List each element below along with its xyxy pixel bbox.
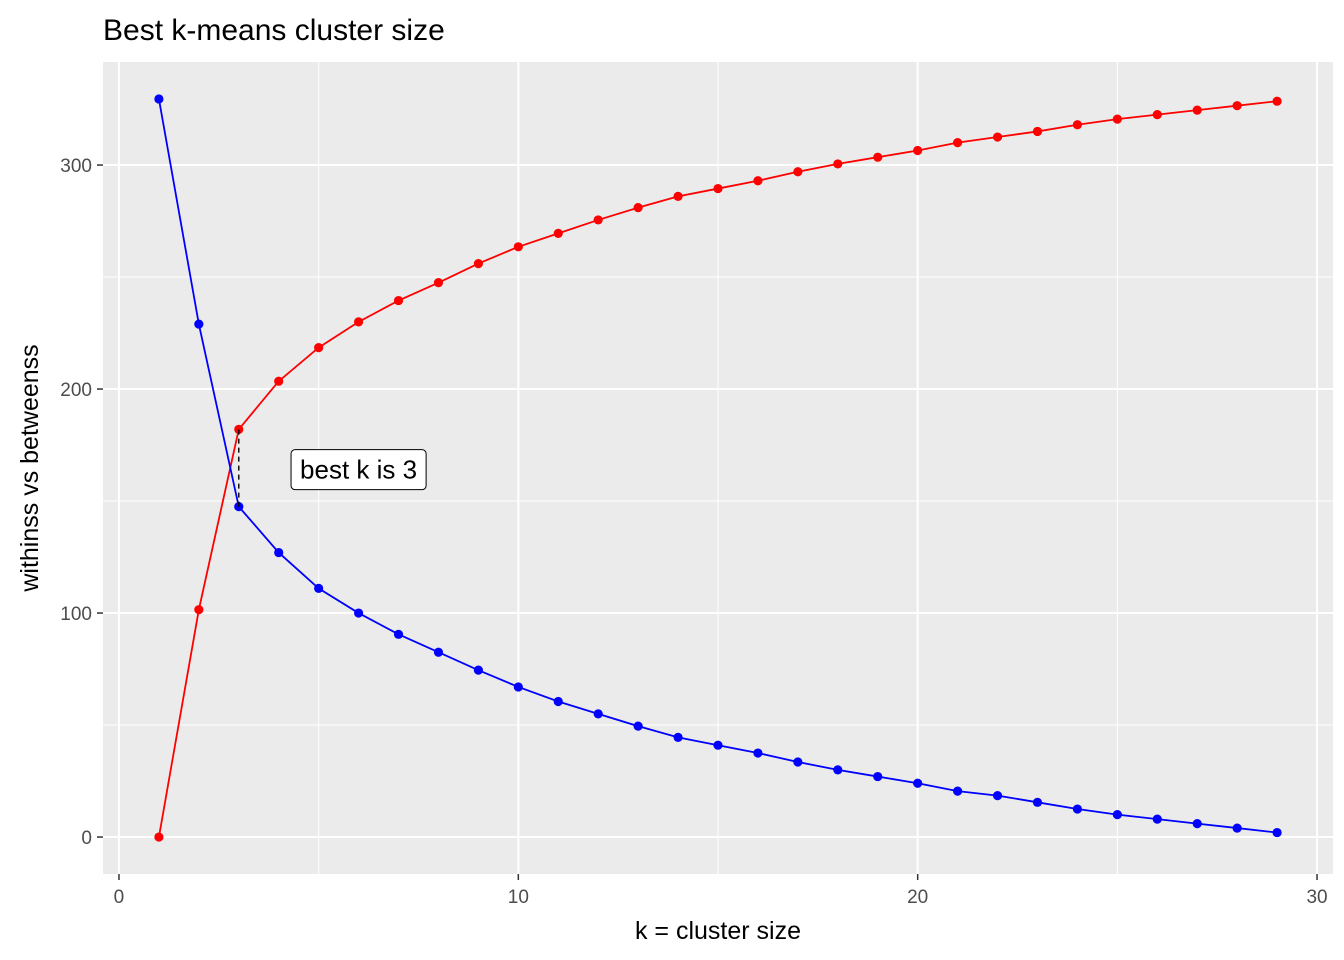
series-point-1 — [1112, 810, 1122, 820]
series-point-0 — [234, 424, 244, 434]
series-point-1 — [593, 709, 603, 719]
grid-major — [103, 62, 1333, 874]
series-point-1 — [1072, 804, 1083, 814]
series-point-1 — [673, 732, 683, 742]
series-point-0 — [873, 152, 883, 162]
series-point-1 — [913, 778, 923, 788]
x-tick-label: 10 — [508, 887, 529, 908]
series-point-0 — [1032, 126, 1043, 137]
x-axis-title: k = cluster size — [635, 917, 801, 945]
x-tick-label: 20 — [907, 887, 928, 908]
x-axis: 0 10 20 30 — [114, 874, 1328, 908]
series-point-1 — [353, 608, 364, 618]
y-tick-label: 200 — [60, 380, 92, 401]
series-point-0 — [953, 138, 963, 148]
series-point-0 — [713, 183, 723, 194]
series-point-1 — [713, 740, 723, 750]
series-point-1 — [1032, 797, 1043, 807]
series-point-0 — [633, 203, 643, 213]
series-point-1 — [833, 765, 843, 775]
y-tick-label: 100 — [60, 604, 92, 625]
series-point-1 — [433, 647, 444, 657]
series-point-0 — [353, 317, 364, 327]
series-point-1 — [194, 319, 204, 329]
series-point-1 — [793, 757, 803, 767]
series-point-1 — [473, 665, 483, 675]
series-point-0 — [513, 242, 523, 252]
series-point-1 — [753, 748, 763, 758]
series-point-1 — [553, 696, 563, 707]
series-point-1 — [274, 547, 284, 558]
series-group — [154, 94, 1282, 842]
annotation-label-box — [290, 449, 427, 491]
series-point-0 — [793, 167, 803, 177]
series-point-1 — [633, 721, 643, 731]
series-point-1 — [953, 786, 963, 796]
series-point-0 — [1232, 101, 1242, 111]
series-point-0 — [1272, 96, 1282, 106]
series-point-0 — [1072, 120, 1083, 130]
x-tick-label: 30 — [1306, 887, 1327, 908]
y-tick-label: 0 — [81, 828, 92, 849]
series-point-1 — [314, 583, 324, 594]
series-point-0 — [753, 176, 763, 186]
chart-title: Best k-means cluster size — [103, 14, 445, 47]
series-point-0 — [314, 343, 324, 353]
series-point-0 — [1192, 105, 1202, 115]
series-point-1 — [393, 629, 404, 639]
series-point-1 — [154, 94, 164, 104]
series-point-0 — [1152, 110, 1162, 120]
y-axis-title: withinss vs betweenss — [16, 344, 44, 592]
annotation: best k is 3 — [238, 429, 427, 507]
series-point-0 — [1112, 114, 1122, 124]
series-point-0 — [673, 191, 683, 201]
grid-minor — [103, 62, 1333, 874]
series-point-0 — [913, 145, 923, 156]
series-point-0 — [833, 159, 843, 169]
series-point-0 — [154, 832, 164, 842]
series-point-0 — [553, 228, 563, 238]
series-point-0 — [393, 295, 404, 306]
series-point-0 — [593, 215, 603, 225]
series-point-1 — [873, 771, 883, 782]
series-point-0 — [194, 605, 204, 615]
series-point-1 — [1232, 823, 1242, 833]
series-point-1 — [1152, 814, 1162, 824]
y-axis: 0 100 200 300 — [60, 156, 103, 849]
series-point-1 — [1272, 827, 1282, 838]
y-tick-label: 300 — [60, 156, 92, 177]
x-tick-label: 0 — [114, 887, 125, 908]
series-point-1 — [1192, 819, 1202, 829]
series-point-1 — [513, 682, 523, 692]
series-point-0 — [473, 259, 483, 269]
series-point-0 — [992, 132, 1003, 142]
annotation-label: best k is 3 — [300, 455, 417, 485]
series-point-1 — [992, 791, 1003, 801]
series-point-0 — [433, 278, 444, 288]
series-point-0 — [274, 376, 284, 386]
